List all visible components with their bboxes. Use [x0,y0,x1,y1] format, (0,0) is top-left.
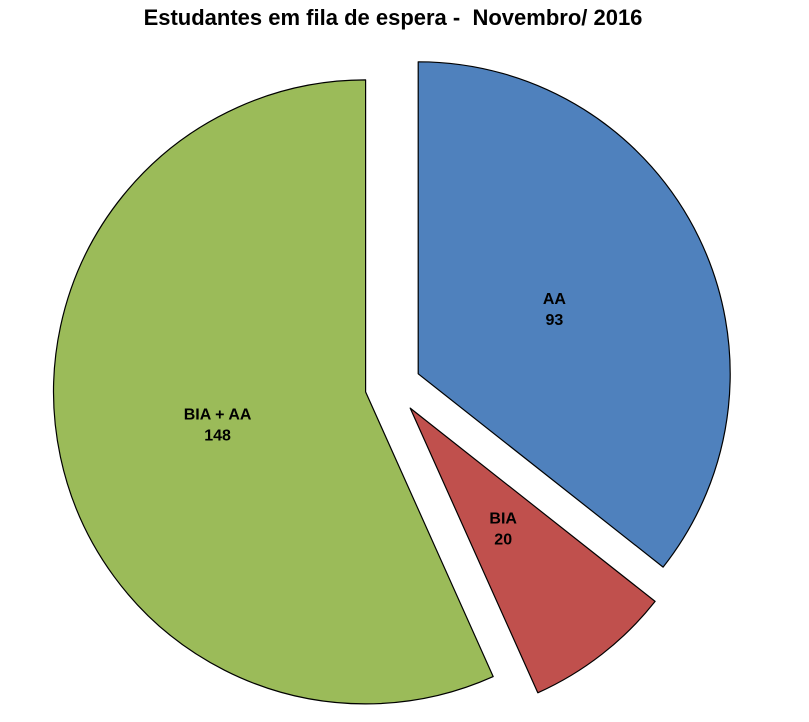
slice-label-bia-aa: BIA + AA 148 [184,407,252,445]
chart-title: Estudantes em fila de espera - Novembro/… [143,5,643,30]
pie-slice-aa[interactable] [417,61,731,568]
slice-label-aa: AA 93 [543,291,567,329]
pie-slice-bia-aa[interactable] [53,79,494,705]
pie-slice-bia[interactable] [409,407,656,694]
slice-label-bia: BIA 20 [489,510,517,548]
